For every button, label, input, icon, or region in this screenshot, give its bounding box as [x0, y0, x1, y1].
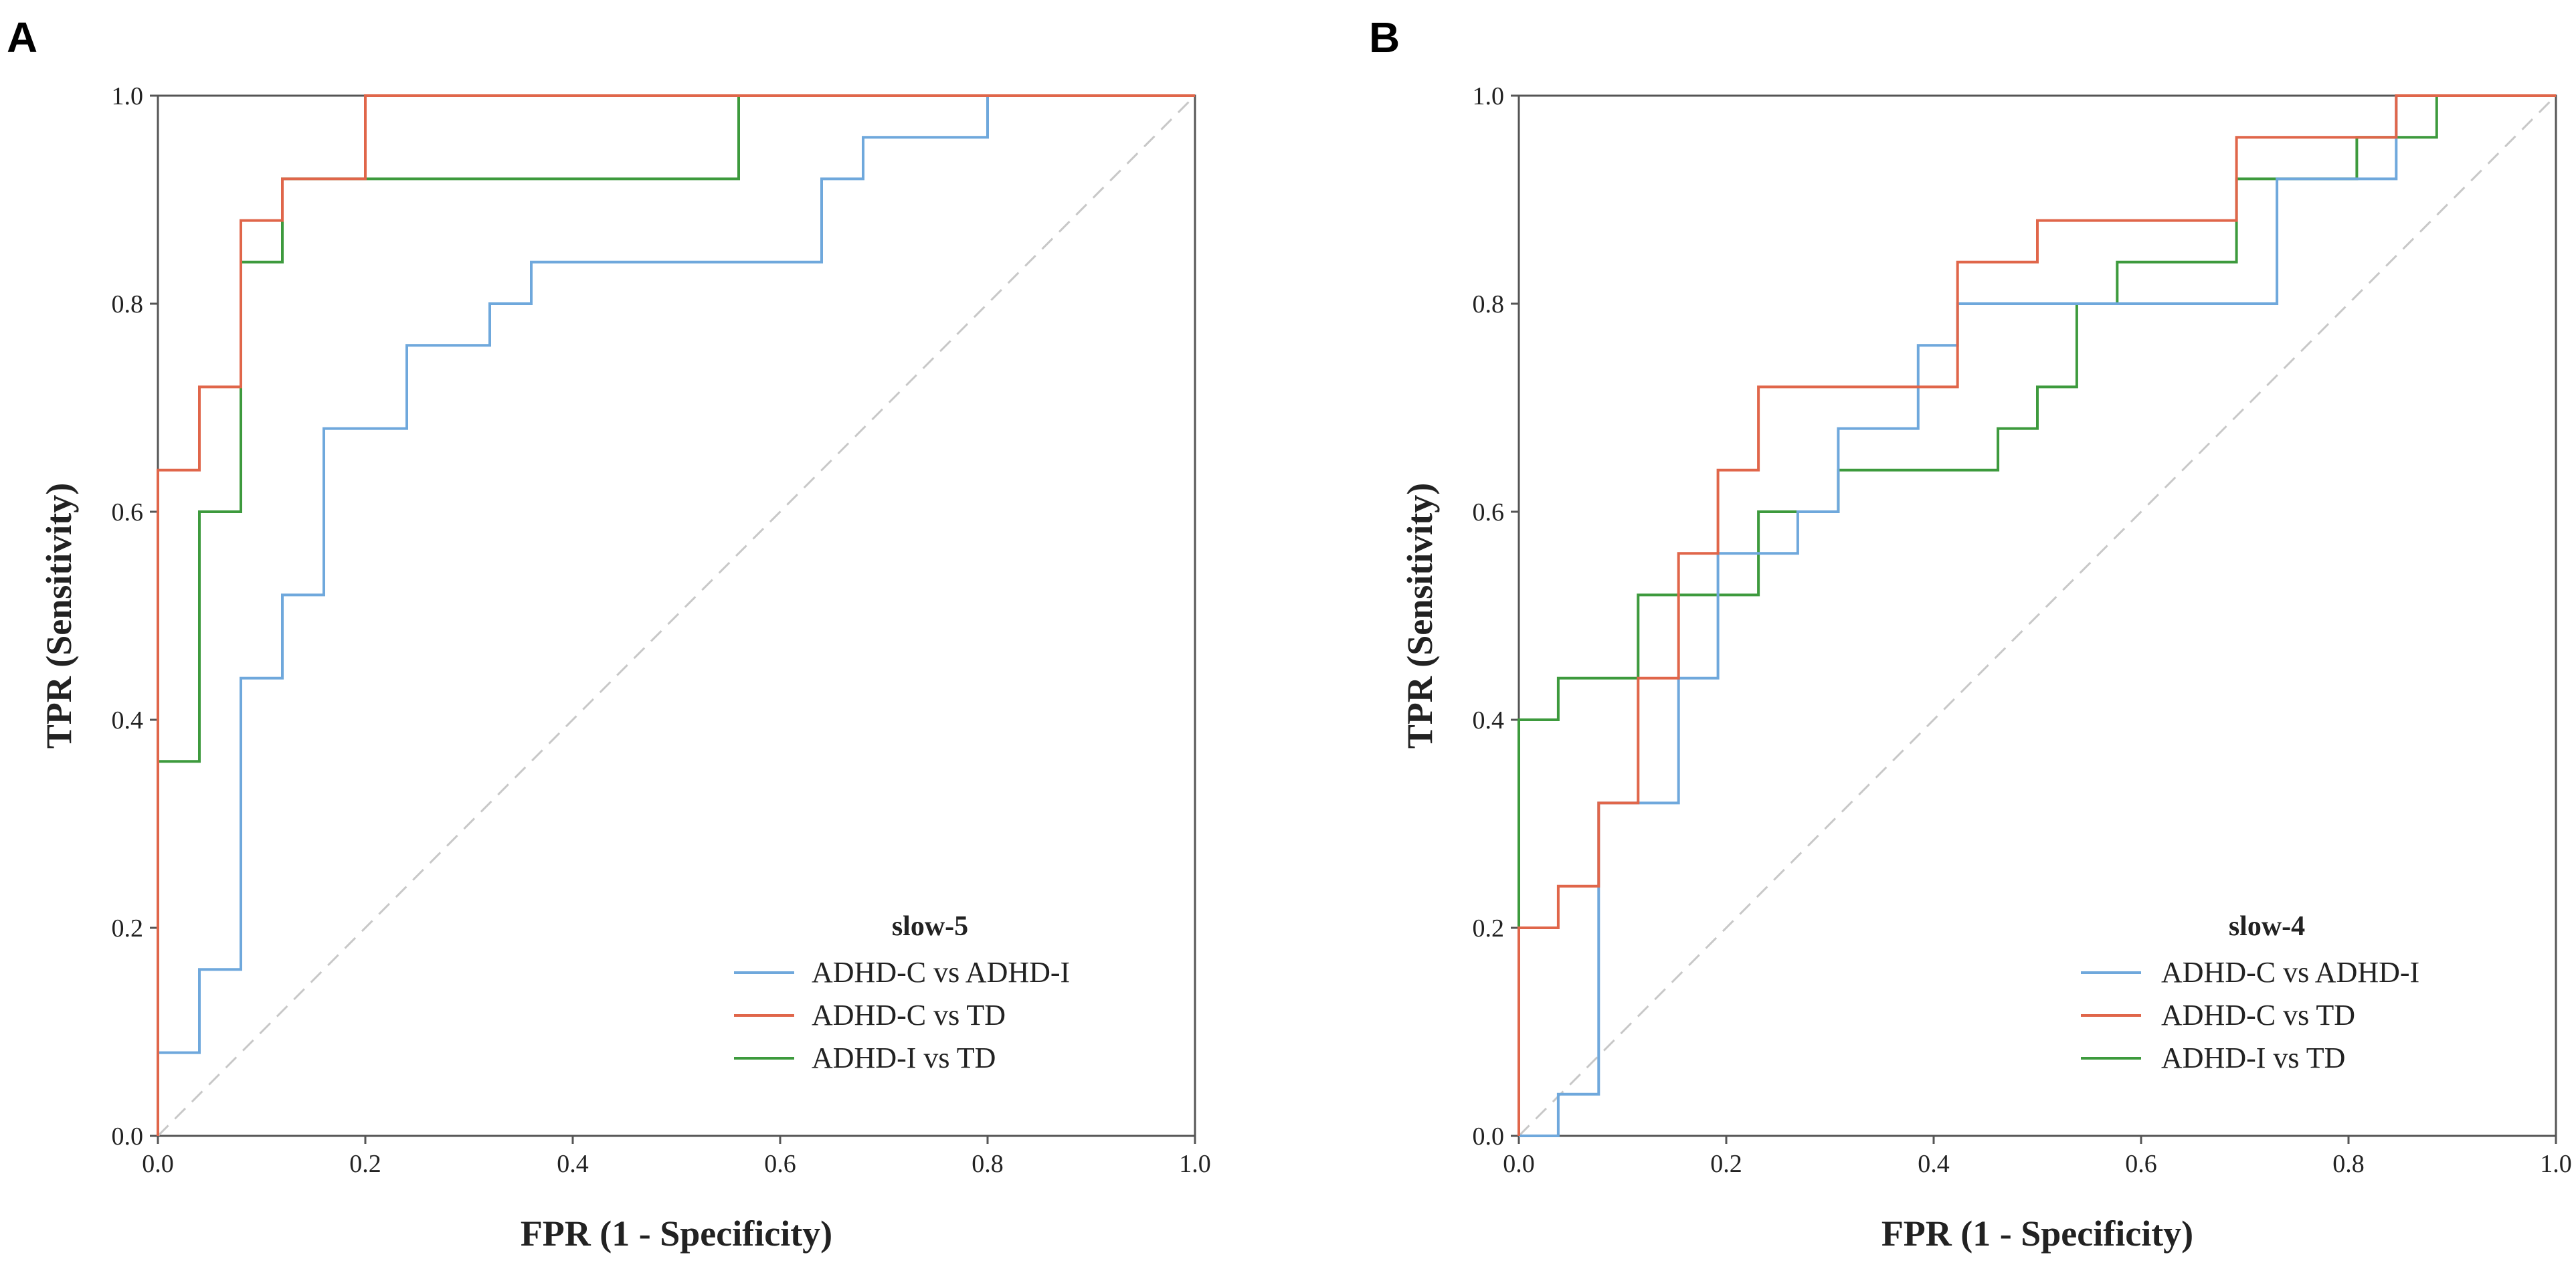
x-tick-label: 0.8 [972, 1150, 1004, 1178]
x-tick-label: 0.2 [349, 1150, 381, 1178]
x-tick-label: 0.6 [2125, 1150, 2157, 1178]
reference-diagonal [157, 94, 1196, 1137]
y-tick-label: 0.8 [112, 290, 144, 318]
y-tick-label: 0.8 [1473, 290, 1505, 318]
x-tick-label: 1.0 [1179, 1150, 1211, 1178]
y-tick-label: 1.0 [1473, 82, 1505, 110]
panel-label: B [1369, 13, 1400, 62]
y-tick-label: 1.0 [112, 82, 144, 110]
x-tick-label: 0.4 [557, 1150, 589, 1178]
x-tick-label: 0.8 [2332, 1150, 2365, 1178]
x-tick-label: 0.2 [1710, 1150, 1742, 1178]
y-axis-title: TPR (Sensitivity) [39, 483, 79, 749]
legend-entry: ADHD-C vs TD [812, 999, 1006, 1032]
y-tick-label: 0.6 [1473, 498, 1505, 526]
x-tick-label: 0.0 [142, 1150, 174, 1178]
x-tick-label: 0.6 [764, 1150, 796, 1178]
y-tick-label: 0.4 [1473, 706, 1505, 735]
roc-curve-adhd-c-vs-adhd-i [157, 94, 1195, 1136]
y-tick-label: 0.4 [112, 706, 144, 735]
panel-label: A [7, 13, 37, 62]
roc-curve-adhd-c-vs-td [157, 94, 1195, 1136]
legend-entry: ADHD-C vs ADHD-I [812, 956, 1070, 989]
roc-curve-adhd-c-vs-td [1517, 94, 2556, 1136]
legend-entry: ADHD-C vs ADHD-I [2161, 956, 2419, 989]
legend-title: slow-4 [2229, 911, 2305, 942]
roc-curve-adhd-c-vs-adhd-i [1519, 94, 2556, 1137]
legend-entry: ADHD-I vs TD [2161, 1042, 2345, 1074]
y-tick-label: 0.2 [112, 914, 144, 943]
x-tick-label: 1.0 [2540, 1150, 2572, 1178]
x-tick-label: 0.0 [1503, 1150, 1535, 1178]
y-tick-label: 0.0 [1473, 1122, 1505, 1151]
y-tick-label: 0.6 [112, 498, 144, 526]
y-tick-label: 0.0 [112, 1122, 144, 1151]
legend-title: slow-5 [892, 911, 968, 942]
x-axis-title: FPR (1 - Specificity) [521, 1213, 832, 1254]
reference-diagonal [1517, 94, 2557, 1137]
legend-entry: ADHD-I vs TD [812, 1042, 996, 1074]
y-axis-title: TPR (Sensitivity) [1400, 483, 1440, 749]
panel-a: A 0.0 0.2 0.4 0.6 0.8 1.0 0.0 0.2 0.4 0.6 0.8 1.0 FPR… [7, 13, 1211, 1254]
panel-b: B 0.0 0.2 0.4 0.6 0.8 1.0 0.0 0.2 0.4 0.6 0.8 1.0 FPR… [1369, 13, 2572, 1254]
x-tick-label: 0.4 [1918, 1150, 1950, 1178]
y-tick-label: 0.2 [1473, 914, 1505, 943]
legend-entry: ADHD-C vs TD [2161, 999, 2355, 1032]
x-axis-title: FPR (1 - Specificity) [1881, 1213, 2193, 1254]
plot-frame [1517, 94, 2557, 1137]
